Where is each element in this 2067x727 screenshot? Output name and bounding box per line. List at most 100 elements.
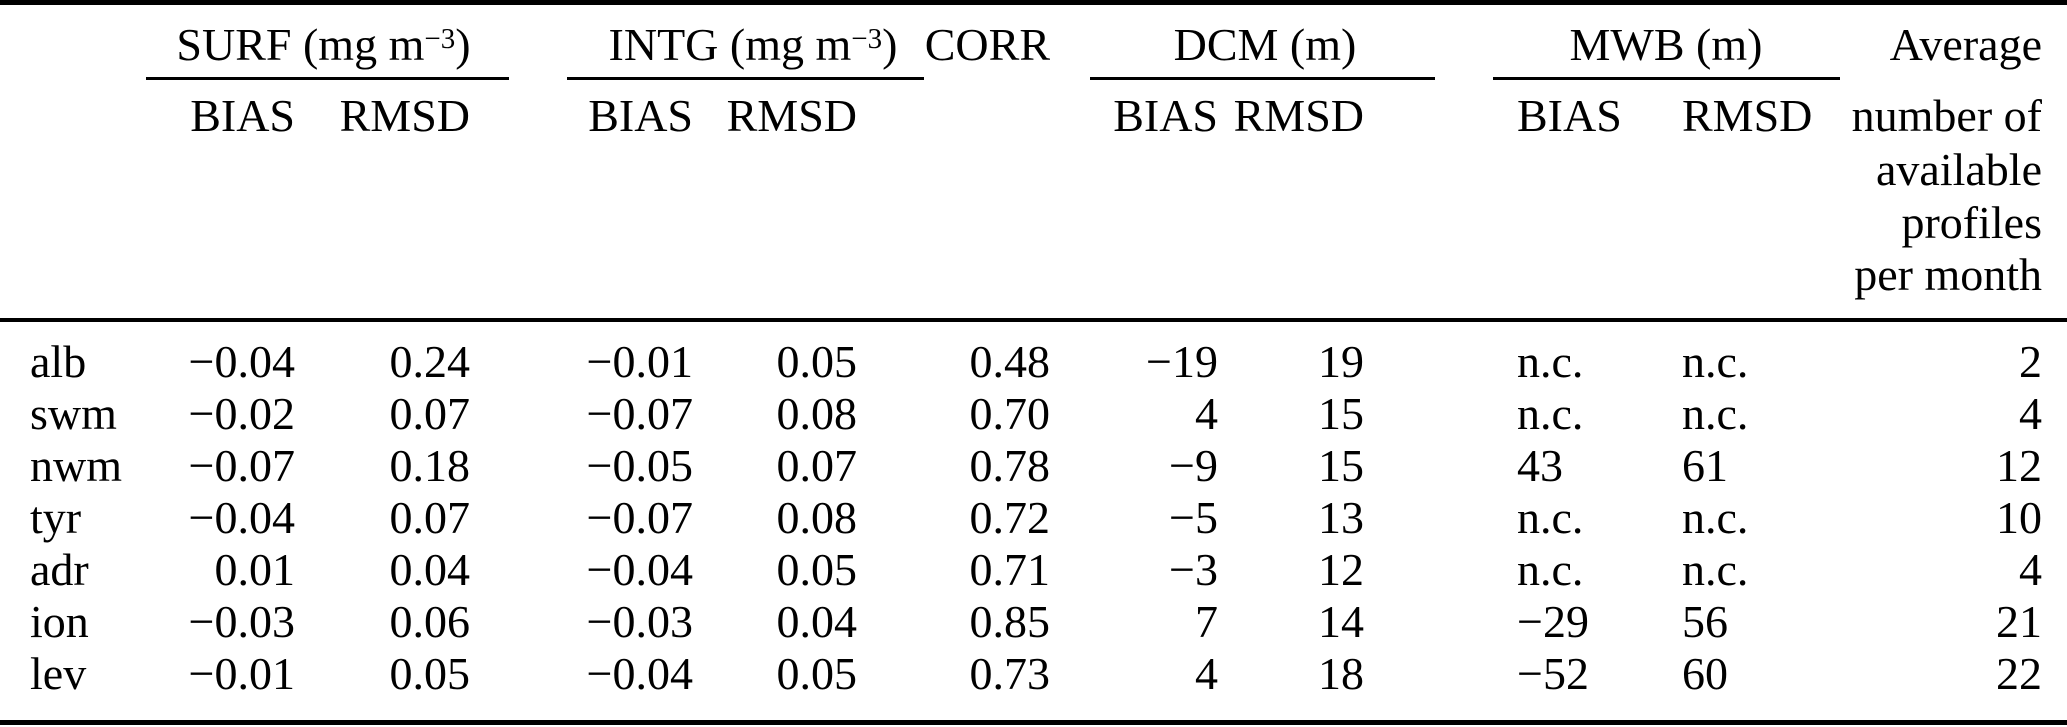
table-cell: −0.03 <box>188 595 295 647</box>
intg-group-underline <box>567 77 924 80</box>
table-cell: −0.03 <box>586 595 693 647</box>
surf-bias-header: BIAS <box>190 90 295 141</box>
table-cell: 0.18 <box>389 439 471 491</box>
table-cell: −0.01 <box>586 335 693 387</box>
avg-profiles-header-line-3: available <box>1875 144 2042 195</box>
table-cell: 19 <box>1318 335 1364 387</box>
table-cell: 12 <box>1996 439 2042 491</box>
table-cell: 0.05 <box>776 335 858 387</box>
table-cell: 0.08 <box>776 387 858 439</box>
row-label-ion: ion <box>30 595 89 647</box>
mwb-bias-header: BIAS <box>1517 90 1622 141</box>
row-label-alb: alb <box>30 335 87 387</box>
row-label-tyr: tyr <box>30 491 82 543</box>
mwb-rmsd-header: RMSD <box>1682 90 1813 141</box>
table-cell: −0.04 <box>188 335 295 387</box>
row-label-nwm: nwm <box>30 439 122 491</box>
table-cell: −0.04 <box>586 543 693 595</box>
table-cell: 21 <box>1996 595 2042 647</box>
avg-profiles-header-line-4: profiles <box>1901 196 2042 248</box>
table-cell: 18 <box>1318 647 1364 699</box>
table-cell: 4 <box>1195 647 1218 699</box>
surf-unit-exponent: −3 <box>424 22 456 55</box>
header-separator-rule <box>0 318 2067 322</box>
avg-profiles-header-line-2: number of <box>1851 90 2042 141</box>
table-cell: 0.78 <box>969 439 1051 491</box>
avg-profiles-header-line-5: per month <box>1854 249 2042 300</box>
table-cell: 0.48 <box>969 335 1051 387</box>
dcm-bias-header: BIAS <box>1113 90 1218 141</box>
avg-profiles-header-line-1: Average <box>1889 18 2042 70</box>
table-cell: 0.71 <box>969 543 1051 595</box>
intg-unit-exponent: −3 <box>851 22 883 55</box>
table-cell: 0.85 <box>969 595 1051 647</box>
row-label-lev: lev <box>30 647 87 699</box>
row-label-swm: swm <box>30 387 117 439</box>
table-cell: 0.73 <box>969 647 1051 699</box>
table-cell: −0.02 <box>188 387 295 439</box>
intg-bias-header: BIAS <box>588 90 693 141</box>
table-cell: −5 <box>1169 491 1218 543</box>
table-cell: −0.04 <box>586 647 693 699</box>
table-cell: 0.08 <box>776 491 858 543</box>
table-cell: 4 <box>2019 387 2042 439</box>
table-cell: 7 <box>1195 595 1218 647</box>
col-group-surf: SURF (mg m−3) <box>142 0 505 88</box>
table-cell: 10 <box>1996 491 2042 543</box>
table-cell: −0.01 <box>188 647 295 699</box>
table-cell: n.c. <box>1682 543 1749 595</box>
table-cell: 14 <box>1318 595 1364 647</box>
table-cell: 0.07 <box>389 387 471 439</box>
table-cell: 0.04 <box>389 543 471 595</box>
col-group-surf-label: SURF (mg m−3) <box>176 18 471 70</box>
table-cell: n.c. <box>1517 543 1584 595</box>
col-group-intg: INTG (mg m−3) <box>569 0 937 88</box>
table-cell: 0.24 <box>389 335 471 387</box>
intg-rmsd-header: RMSD <box>726 90 857 141</box>
table-cell: n.c. <box>1517 335 1584 387</box>
table-cell: −0.05 <box>586 439 693 491</box>
table-cell: 0.72 <box>969 491 1051 543</box>
table-cell: 0.06 <box>389 595 471 647</box>
dcm-group-underline <box>1090 77 1435 80</box>
table-cell: 0.04 <box>776 595 858 647</box>
table-cell: 0.70 <box>969 387 1051 439</box>
col-header-corr: CORR <box>924 18 1050 70</box>
table-cell: 0.07 <box>776 439 858 491</box>
table-cell: 4 <box>2019 543 2042 595</box>
table-cell: 0.05 <box>776 543 858 595</box>
table-cell: −29 <box>1517 595 1589 647</box>
table-cell: 2 <box>2019 335 2042 387</box>
table-cell: n.c. <box>1682 335 1749 387</box>
mwb-group-underline <box>1493 77 1840 80</box>
table-cell: −52 <box>1517 647 1589 699</box>
table-cell: −19 <box>1146 335 1218 387</box>
table-cell: −0.07 <box>586 491 693 543</box>
table-cell: n.c. <box>1682 387 1749 439</box>
table-cell: −0.07 <box>188 439 295 491</box>
table-cell: 4 <box>1195 387 1218 439</box>
col-group-intg-label: INTG (mg m−3) <box>608 18 898 70</box>
table-cell: −0.04 <box>188 491 295 543</box>
table-cell: n.c. <box>1682 491 1749 543</box>
col-group-dcm: DCM (m) <box>1173 18 1357 70</box>
table-cell: n.c. <box>1517 387 1584 439</box>
table-cell: −3 <box>1169 543 1218 595</box>
table-cell: 0.05 <box>776 647 858 699</box>
table-cell: 15 <box>1318 439 1364 491</box>
table-top-rule <box>0 0 2067 5</box>
table-cell: n.c. <box>1517 491 1584 543</box>
table-cell: 22 <box>1996 647 2042 699</box>
table-cell: −0.07 <box>586 387 693 439</box>
table-cell: 43 <box>1517 439 1563 491</box>
table-cell: −9 <box>1169 439 1218 491</box>
table-cell: 15 <box>1318 387 1364 439</box>
table-cell: 13 <box>1318 491 1364 543</box>
table-cell: 12 <box>1318 543 1364 595</box>
surf-rmsd-header: RMSD <box>339 90 470 141</box>
table-cell: 0.01 <box>214 543 296 595</box>
table-cell: 60 <box>1682 647 1728 699</box>
dcm-rmsd-header: RMSD <box>1233 90 1364 141</box>
